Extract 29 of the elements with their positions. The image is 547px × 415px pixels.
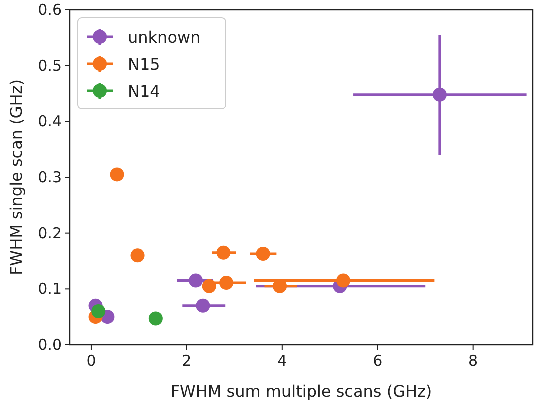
point — [216, 246, 231, 260]
point — [148, 312, 163, 326]
point — [256, 246, 270, 261]
legend-label: unknown — [128, 28, 201, 47]
point — [336, 274, 351, 288]
x-tick-label: 4 — [278, 352, 288, 370]
y-tick-label: 0.5 — [38, 56, 62, 75]
y-tick-label: 0.6 — [38, 1, 62, 19]
point — [92, 304, 106, 318]
y-tick-label: 0.0 — [38, 336, 62, 354]
y-tick-label: 0.3 — [38, 168, 62, 186]
point — [202, 279, 216, 294]
y-tick-label: 0.4 — [38, 112, 62, 131]
x-tick-label: 0 — [86, 352, 96, 370]
point — [196, 298, 210, 313]
legend-label: N15 — [128, 55, 160, 74]
legend-label: N14 — [128, 82, 160, 101]
x-tick-label: 8 — [468, 352, 478, 370]
point — [189, 274, 204, 288]
y-tick-label: 0.1 — [38, 280, 62, 298]
x-axis-title: FWHM sum multiple scans (GHz) — [170, 382, 432, 401]
y-axis-title: FWHM single scan (GHz) — [7, 80, 26, 276]
y-tick-label: 0.2 — [38, 224, 62, 242]
point — [130, 248, 145, 263]
point — [110, 168, 124, 182]
x-tick-label: 6 — [373, 352, 383, 370]
point — [432, 88, 447, 102]
x-tick-label: 2 — [182, 352, 192, 370]
point — [220, 276, 234, 290]
